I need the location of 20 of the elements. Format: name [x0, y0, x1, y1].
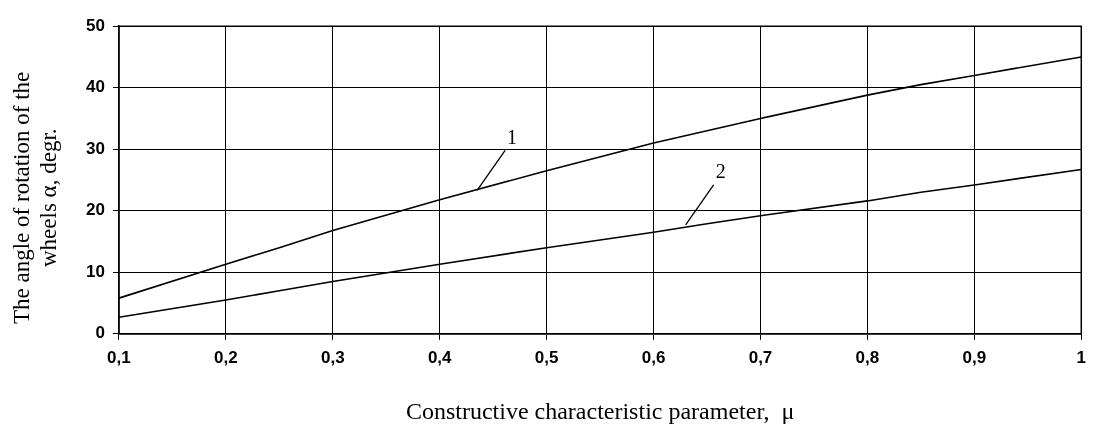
y-tick-label: 0: [95, 323, 105, 343]
y-axis-title: The angle of rotation of the wheels α, degr.: [8, 70, 62, 327]
x-tick-label: 0,5: [534, 347, 559, 367]
x-tick-label: 0,7: [748, 347, 773, 367]
annotation: 1: [507, 125, 518, 148]
y-tick-label: 20: [85, 200, 105, 220]
x-tick-label: 1: [1076, 347, 1087, 367]
x-tick-label: 0,2: [214, 347, 238, 367]
y-tick-label: 50: [85, 15, 105, 35]
x-tick-label: 0,4: [427, 347, 453, 367]
y-tick-label: 40: [85, 77, 105, 97]
y-tick-label: 30: [85, 138, 105, 158]
x-axis-title: Constructive characteristic parameter, μ: [405, 397, 795, 424]
x-tick-label: 0,6: [641, 347, 666, 367]
x-tick-label: 0,1: [107, 347, 131, 367]
y-tick-label: 10: [85, 261, 105, 281]
x-tick-label: 0,3: [320, 347, 345, 367]
x-tick-label: 0,9: [962, 347, 987, 367]
annotation: 2: [715, 160, 726, 183]
x-tick-label: 0,8: [855, 347, 880, 367]
